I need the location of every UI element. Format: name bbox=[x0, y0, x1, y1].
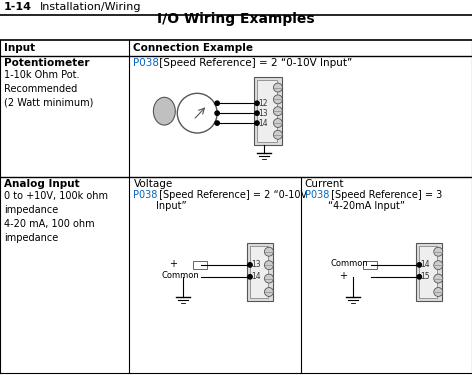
Text: 12: 12 bbox=[258, 99, 267, 108]
Text: 13: 13 bbox=[258, 109, 268, 118]
Text: [Speed Reference] = 3
“4-20mA Input”: [Speed Reference] = 3 “4-20mA Input” bbox=[328, 189, 442, 211]
Circle shape bbox=[434, 247, 443, 256]
Circle shape bbox=[255, 111, 259, 116]
Text: Input: Input bbox=[4, 43, 35, 53]
Text: Common: Common bbox=[161, 272, 199, 280]
Bar bbox=[250, 246, 268, 298]
Text: Connection Example: Connection Example bbox=[134, 43, 254, 53]
Text: 13: 13 bbox=[251, 260, 261, 269]
Text: I/O Wiring Examples: I/O Wiring Examples bbox=[157, 12, 315, 26]
Text: +: + bbox=[169, 259, 177, 269]
Text: 14: 14 bbox=[420, 260, 430, 269]
Text: [Speed Reference] = 2 “0-10V Input”: [Speed Reference] = 2 “0-10V Input” bbox=[156, 58, 353, 68]
Circle shape bbox=[264, 288, 273, 297]
Text: Voltage: Voltage bbox=[134, 178, 173, 189]
Text: 14: 14 bbox=[251, 272, 261, 281]
Circle shape bbox=[273, 107, 283, 116]
Circle shape bbox=[273, 95, 283, 104]
Bar bbox=[419, 246, 437, 298]
Circle shape bbox=[215, 101, 219, 105]
Text: Analog Input: Analog Input bbox=[4, 178, 80, 189]
Text: 14: 14 bbox=[258, 118, 268, 128]
Text: [Speed Reference] = 2 “0-10V
Input”: [Speed Reference] = 2 “0-10V Input” bbox=[156, 189, 308, 211]
Circle shape bbox=[264, 247, 273, 256]
Bar bbox=[193, 261, 207, 269]
Circle shape bbox=[264, 261, 273, 270]
Text: 1-10k Ohm Pot.
Recommended
(2 Watt minimum): 1-10k Ohm Pot. Recommended (2 Watt minim… bbox=[4, 69, 93, 108]
Circle shape bbox=[215, 111, 219, 116]
Text: P038: P038 bbox=[134, 58, 159, 68]
Circle shape bbox=[434, 288, 443, 297]
Ellipse shape bbox=[154, 97, 175, 125]
Circle shape bbox=[434, 261, 443, 270]
Circle shape bbox=[215, 121, 219, 125]
Text: 1-14: 1-14 bbox=[4, 2, 32, 12]
Circle shape bbox=[434, 274, 443, 283]
Text: 0 to +10V, 100k ohm
impedance
4-20 mA, 100 ohm
impedance: 0 to +10V, 100k ohm impedance 4-20 mA, 1… bbox=[4, 190, 108, 243]
Text: Current: Current bbox=[305, 178, 344, 189]
Circle shape bbox=[273, 118, 283, 128]
Text: +: + bbox=[338, 271, 346, 281]
Bar bbox=[416, 243, 442, 301]
Text: Installation/Wiring: Installation/Wiring bbox=[40, 2, 141, 12]
Bar bbox=[257, 80, 277, 142]
Circle shape bbox=[417, 263, 421, 267]
Circle shape bbox=[417, 274, 421, 279]
Text: 15: 15 bbox=[420, 272, 430, 281]
Circle shape bbox=[255, 121, 259, 125]
Bar bbox=[363, 261, 376, 269]
Text: P038: P038 bbox=[305, 189, 329, 200]
Bar bbox=[247, 243, 273, 301]
Circle shape bbox=[273, 130, 283, 139]
Text: Potentiometer: Potentiometer bbox=[4, 58, 90, 68]
Text: Common: Common bbox=[331, 260, 368, 268]
Bar bbox=[254, 78, 282, 145]
Circle shape bbox=[248, 263, 252, 267]
Circle shape bbox=[255, 101, 259, 105]
Circle shape bbox=[273, 83, 283, 92]
Circle shape bbox=[248, 274, 252, 279]
Text: P038: P038 bbox=[134, 189, 158, 200]
Circle shape bbox=[264, 274, 273, 283]
